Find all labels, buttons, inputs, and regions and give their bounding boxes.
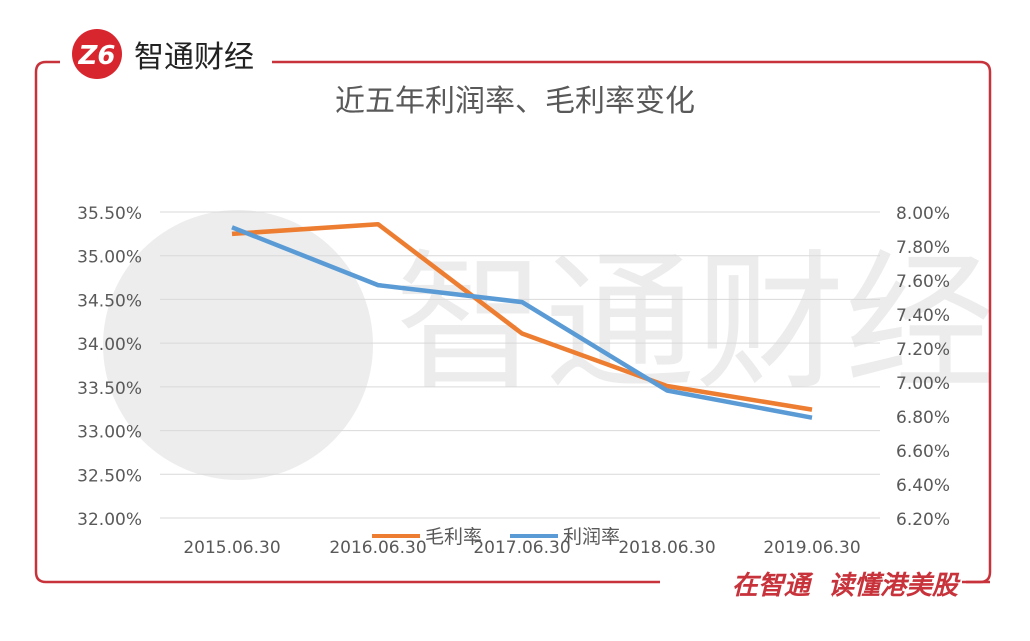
watermark-text: 智通财经 (395, 237, 995, 411)
left-tick-label: 34.50% (77, 291, 142, 311)
left-tick-label: 35.50% (77, 204, 142, 224)
left-tick-label: 33.50% (77, 379, 142, 399)
right-tick-label: 7.40% (896, 306, 950, 326)
right-tick-label: 7.20% (896, 340, 950, 360)
footer-slogan: 在智通 读懂港美股 (732, 571, 961, 601)
legend: 毛利率 利润率 (372, 526, 620, 548)
legend-label-net-margin: 利润率 (563, 526, 620, 548)
left-tick-label: 32.50% (77, 466, 142, 486)
logo-mark: Z6 (78, 41, 116, 71)
right-tick-label: 7.80% (896, 238, 950, 258)
chart-title: 近五年利润率、毛利率变化 (335, 84, 695, 119)
brand-logo: Z6 智通财经 (72, 29, 254, 79)
watermark-logo-icon (103, 210, 373, 480)
x-tick-label: 2017.06.30 (473, 538, 570, 558)
logo-circle-icon (72, 29, 122, 79)
right-tick-label: 6.20% (896, 510, 950, 530)
x-tick-label: 2018.06.30 (618, 538, 715, 558)
x-axis-ticks: 2015.06.30 2016.06.30 2017.06.30 2018.06.30… (183, 538, 860, 558)
left-tick-label: 33.00% (77, 423, 142, 443)
legend-label-gross-margin: 毛利率 (425, 526, 482, 548)
gridlines (160, 211, 880, 519)
series-lines (231, 221, 813, 420)
left-tick-label: 35.00% (77, 248, 142, 268)
brand-name: 智通财经 (134, 40, 254, 75)
x-tick-label: 2015.06.30 (183, 538, 280, 558)
left-tick-label: 32.00% (77, 510, 142, 530)
right-axis-ticks: 6.20% 6.40% 6.60% 6.80% 7.00% 7.20% 7.40% 7.60%… (896, 204, 950, 530)
right-tick-label: 8.00% (896, 204, 950, 224)
right-tick-label: 7.60% (896, 272, 950, 292)
right-tick-label: 7.00% (896, 374, 950, 394)
watermark: 智通财经 (103, 210, 995, 480)
left-axis-ticks: 32.00% 32.50% 33.00% 33.50% 34.00% 34.50% 35.0… (77, 204, 142, 530)
right-tick-label: 6.60% (896, 442, 950, 462)
left-tick-label: 34.00% (77, 335, 142, 355)
right-tick-label: 6.40% (896, 476, 950, 496)
x-tick-label: 2019.06.30 (763, 538, 860, 558)
x-tick-label: 2016.06.30 (329, 538, 426, 558)
right-tick-label: 6.80% (896, 408, 950, 428)
